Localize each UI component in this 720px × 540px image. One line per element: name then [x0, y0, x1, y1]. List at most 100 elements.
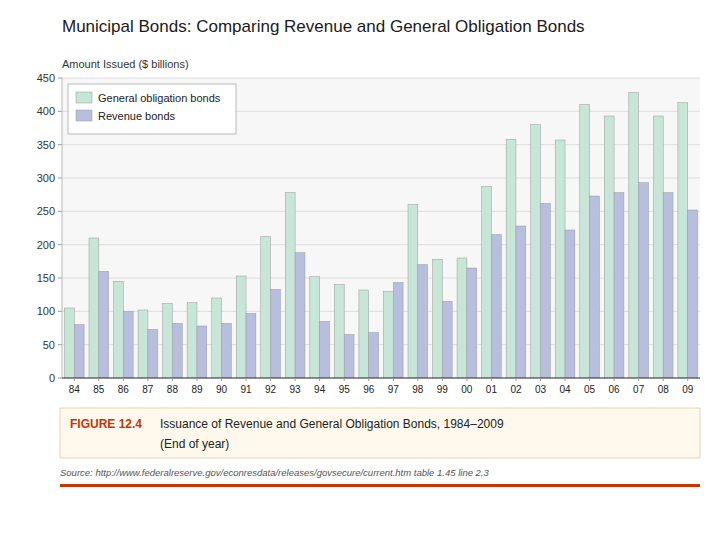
bar: [310, 277, 320, 378]
y-tick: [58, 78, 62, 79]
bar: [187, 303, 197, 378]
bar: [89, 238, 99, 378]
plot-background: [62, 78, 700, 378]
x-tick: [221, 378, 222, 381]
x-tick-label: 03: [535, 384, 547, 395]
bar: [172, 323, 182, 378]
bar: [491, 235, 501, 378]
x-tick-label: 97: [388, 384, 400, 395]
bar: [114, 281, 124, 378]
x-tick-label: 93: [290, 384, 302, 395]
bar: [74, 325, 84, 378]
bar: [433, 259, 443, 378]
bar: [369, 333, 379, 378]
bar: [531, 125, 541, 378]
y-tick-label: 100: [37, 305, 55, 317]
x-tick: [565, 378, 566, 381]
bar: [457, 258, 467, 378]
y-tick: [58, 344, 62, 345]
bar: [506, 139, 516, 378]
x-tick-label: 08: [658, 384, 670, 395]
rule: [60, 484, 700, 487]
bar: [163, 303, 173, 378]
x-axis: 8485868788899091929394959697989900010203…: [62, 378, 700, 395]
x-tick-label: 85: [93, 384, 105, 395]
x-tick: [295, 378, 296, 381]
bar: [344, 335, 354, 378]
bar: [604, 116, 614, 378]
x-tick: [663, 378, 664, 381]
x-tick: [638, 378, 639, 381]
x-axis-line: [62, 378, 700, 379]
x-tick-label: 05: [584, 384, 596, 395]
x-tick: [74, 378, 75, 381]
bar: [590, 196, 600, 378]
y-tick-label: 450: [37, 72, 55, 84]
x-tick: [368, 378, 369, 381]
bar: [212, 298, 222, 378]
caption: FIGURE 12.4Issuance of Revenue and Gener…: [60, 408, 700, 458]
bar: [359, 290, 369, 378]
title: Municipal Bonds: Comparing Revenue and G…: [62, 17, 585, 36]
bar: [383, 291, 393, 378]
x-tick-label: 89: [191, 384, 203, 395]
x-tick: [614, 378, 615, 381]
x-tick: [147, 378, 148, 381]
caption-label: FIGURE 12.4: [70, 417, 142, 431]
source: Source: http://www.federalreserve.gov/ec…: [60, 467, 490, 478]
bar: [64, 308, 74, 378]
bar: [516, 226, 526, 378]
grid-line: [62, 378, 700, 379]
bar: [653, 116, 663, 378]
chart-container: Municipal Bonds: Comparing Revenue and G…: [0, 0, 720, 540]
bar: [580, 105, 590, 378]
x-tick-label: 84: [69, 384, 81, 395]
x-tick: [417, 378, 418, 381]
bar: [261, 237, 271, 378]
chart: Municipal Bonds: Comparing Revenue and G…: [0, 0, 720, 540]
bar: [408, 205, 418, 378]
y-tick-label: 150: [37, 272, 55, 284]
y-tick: [58, 111, 62, 112]
bars: [64, 93, 697, 378]
x-tick: [98, 378, 99, 381]
bar: [614, 193, 624, 378]
x-tick: [540, 378, 541, 381]
x-tick: [687, 378, 688, 381]
bar: [629, 93, 639, 378]
legend-swatch: [76, 110, 92, 121]
x-tick-label: 99: [437, 384, 449, 395]
bar: [639, 183, 649, 378]
x-tick: [270, 378, 271, 381]
x-tick-label: 88: [167, 384, 179, 395]
legend-frame: [68, 84, 236, 134]
y-axis: 050100150200250300350400450: [37, 72, 62, 384]
x-tick: [491, 378, 492, 381]
bar: [246, 313, 256, 378]
grid: [62, 78, 700, 378]
y-tick-label: 400: [37, 105, 55, 117]
x-tick: [515, 378, 516, 381]
bar: [138, 310, 148, 378]
bar: [222, 323, 232, 378]
y-tick: [58, 278, 62, 279]
x-tick: [319, 378, 320, 381]
x-tick-label: 87: [142, 384, 154, 395]
bar: [99, 271, 109, 378]
bar: [320, 321, 330, 378]
y-tick-label: 200: [37, 239, 55, 251]
x-tick-label: 00: [461, 384, 473, 395]
y-tick: [58, 211, 62, 212]
x-tick-label: 95: [339, 384, 351, 395]
x-tick: [344, 378, 345, 381]
x-tick-label: 90: [216, 384, 228, 395]
x-tick: [442, 378, 443, 381]
y-tick-label: 250: [37, 205, 55, 217]
bar: [285, 193, 295, 378]
bar: [442, 301, 452, 378]
x-tick: [393, 378, 394, 381]
x-tick: [589, 378, 590, 381]
caption-box: [60, 408, 700, 458]
bar: [393, 283, 403, 378]
bar: [418, 265, 428, 378]
